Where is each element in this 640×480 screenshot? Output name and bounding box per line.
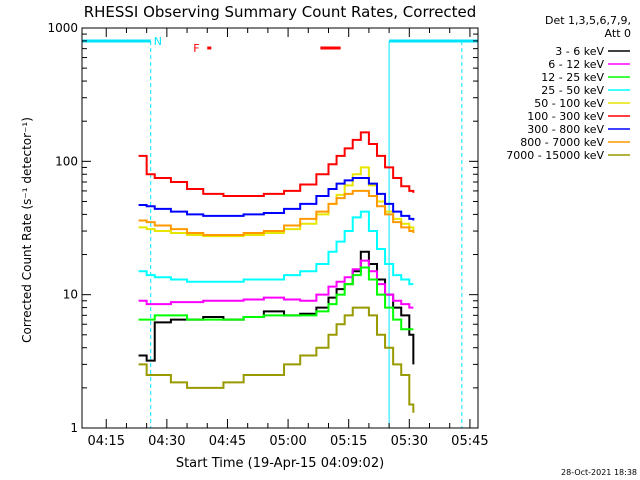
x-axis-label: Start Time (19-Apr-15 04:09:02): [176, 456, 384, 471]
series-line: [138, 306, 415, 413]
y-tick-label: 100: [55, 154, 78, 168]
series-line: [138, 131, 415, 197]
night-flag-label: N: [154, 35, 162, 48]
chart-title: RHESSI Observing Summary Count Rates, Co…: [84, 3, 477, 21]
legend-entry-label: 3 - 6 keV: [555, 45, 604, 58]
y-axis-label: Corrected Count Rate (s⁻¹ detector⁻¹): [20, 117, 34, 343]
y-tick-label: 1000: [47, 21, 78, 35]
series-line: [138, 166, 415, 238]
series-line: [138, 266, 414, 331]
x-tick-label: 05:30: [391, 434, 428, 449]
legend-entry-label: 25 - 50 keV: [541, 84, 604, 97]
x-tick-label: 05:00: [269, 434, 306, 449]
series-line: [138, 210, 414, 286]
y-tick-label: 10: [63, 288, 78, 302]
series-layer: [138, 131, 415, 413]
series-line: [138, 176, 415, 221]
legend-entry-label: 6 - 12 keV: [548, 58, 604, 71]
legend-entry-label: 800 - 7000 keV: [520, 136, 604, 149]
legend-entry-label: 100 - 300 keV: [527, 110, 604, 123]
legend-entry-label: 300 - 800 keV: [527, 123, 604, 136]
axes-layer: 1 10 100 1000 04:15 04:30 04:45 05:00 05:15 05:30…: [47, 21, 488, 449]
footer-timestamp: 28-Oct-2021 18:38: [561, 468, 637, 477]
legend-entry-label: 7000 - 15000 keV: [506, 149, 604, 162]
legend-header-line-2: Att 0: [605, 27, 631, 40]
markers-layer: NF: [82, 35, 478, 428]
plot-frame: [81, 27, 479, 429]
series-line: [138, 259, 414, 309]
x-tick-label: 04:15: [88, 434, 125, 449]
y-tick-label: 1: [70, 421, 78, 435]
legend-entry-label: 12 - 25 keV: [541, 71, 604, 84]
x-tick-label: 04:45: [209, 434, 246, 449]
x-tick-label: 04:30: [148, 434, 185, 449]
series-line: [138, 189, 415, 237]
series-line: [138, 250, 415, 365]
flare-flag-label: F: [193, 42, 199, 55]
legend-header-line-1: Det 1,3,5,6,7,9,: [545, 14, 631, 27]
legend-entry-label: 50 - 100 keV: [534, 97, 604, 110]
x-tick-label: 05:45: [451, 434, 488, 449]
x-tick-label: 05:15: [330, 434, 367, 449]
